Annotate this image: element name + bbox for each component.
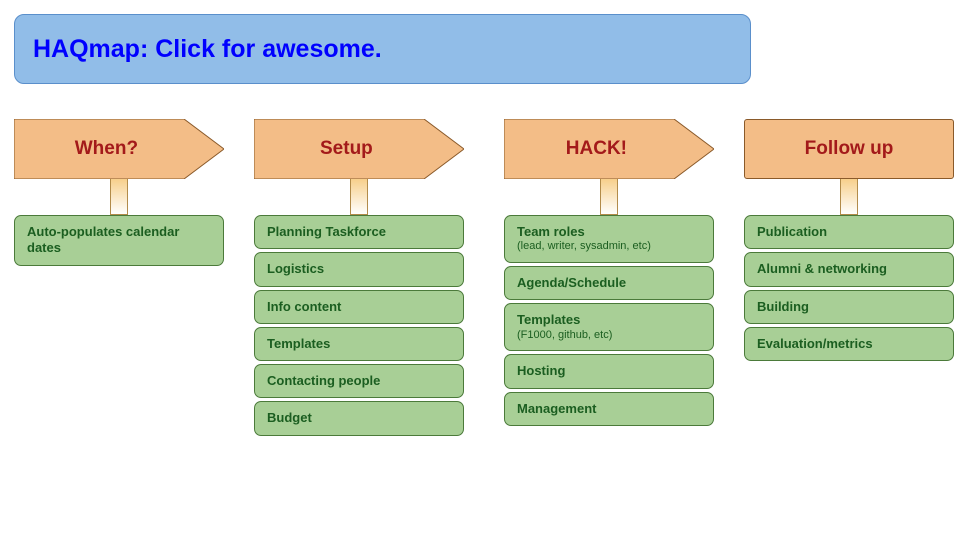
card-text: Planning Taskforce — [267, 224, 386, 239]
stage-column-followup: Follow up Publication Alumni & networkin… — [744, 119, 954, 361]
card-hosting[interactable]: Hosting — [504, 354, 714, 388]
card-text: Team roles — [517, 224, 585, 239]
card-text: Templates — [267, 336, 330, 351]
card-text: Logistics — [267, 261, 324, 276]
connector — [840, 179, 858, 215]
card-subtext: (lead, writer, sysadmin, etc) — [517, 240, 701, 254]
card-templates-hack[interactable]: Templates (F1000, github, etc) — [504, 303, 714, 351]
card-contacting-people[interactable]: Contacting people — [254, 364, 464, 398]
card-logistics[interactable]: Logistics — [254, 252, 464, 286]
stage-header-setup[interactable]: Setup — [254, 119, 464, 179]
card-text: Auto-populates calendar dates — [27, 224, 179, 255]
card-publication[interactable]: Publication — [744, 215, 954, 249]
card-budget[interactable]: Budget — [254, 401, 464, 435]
card-subtext: (F1000, github, etc) — [517, 329, 701, 343]
card-team-roles[interactable]: Team roles (lead, writer, sysadmin, etc) — [504, 215, 714, 263]
stage-header-hack[interactable]: HACK! — [504, 119, 714, 179]
card-info-content[interactable]: Info content — [254, 290, 464, 324]
card-stack-when: Auto-populates calendar dates — [14, 215, 224, 266]
card-management[interactable]: Management — [504, 392, 714, 426]
card-auto-populates[interactable]: Auto-populates calendar dates — [14, 215, 224, 266]
card-templates[interactable]: Templates — [254, 327, 464, 361]
connector — [110, 179, 128, 215]
card-text: Management — [517, 401, 596, 416]
stage-label: HACK! — [504, 119, 689, 179]
title-banner[interactable]: HAQmap: Click for awesome. — [14, 14, 751, 84]
stage-label: When? — [14, 119, 199, 179]
card-stack-hack: Team roles (lead, writer, sysadmin, etc)… — [504, 215, 714, 426]
card-alumni-networking[interactable]: Alumni & networking — [744, 252, 954, 286]
card-stack-followup: Publication Alumni & networking Building… — [744, 215, 954, 361]
stage-label: Follow up — [805, 138, 894, 160]
card-evaluation-metrics[interactable]: Evaluation/metrics — [744, 327, 954, 361]
card-text: Budget — [267, 410, 312, 425]
card-building[interactable]: Building — [744, 290, 954, 324]
connector — [600, 179, 618, 215]
stage-header-when[interactable]: When? — [14, 119, 224, 179]
card-text: Alumni & networking — [757, 261, 887, 276]
card-text: Templates — [517, 312, 580, 327]
card-agenda-schedule[interactable]: Agenda/Schedule — [504, 266, 714, 300]
stage-column-setup: Setup Planning Taskforce Logistics Info … — [254, 119, 464, 436]
card-text: Contacting people — [267, 373, 380, 388]
card-text: Publication — [757, 224, 827, 239]
card-text: Hosting — [517, 363, 565, 378]
stage-column-hack: HACK! Team roles (lead, writer, sysadmin… — [504, 119, 714, 426]
stage-header-followup[interactable]: Follow up — [744, 119, 954, 179]
card-text: Agenda/Schedule — [517, 275, 626, 290]
stage-column-when: When? Auto-populates calendar dates — [14, 119, 224, 266]
connector — [350, 179, 368, 215]
card-text: Info content — [267, 299, 341, 314]
card-stack-setup: Planning Taskforce Logistics Info conten… — [254, 215, 464, 436]
stage-label: Setup — [254, 119, 439, 179]
card-planning-taskforce[interactable]: Planning Taskforce — [254, 215, 464, 249]
card-text: Evaluation/metrics — [757, 336, 873, 351]
card-text: Building — [757, 299, 809, 314]
title-text: HAQmap: Click for awesome. — [33, 35, 382, 64]
